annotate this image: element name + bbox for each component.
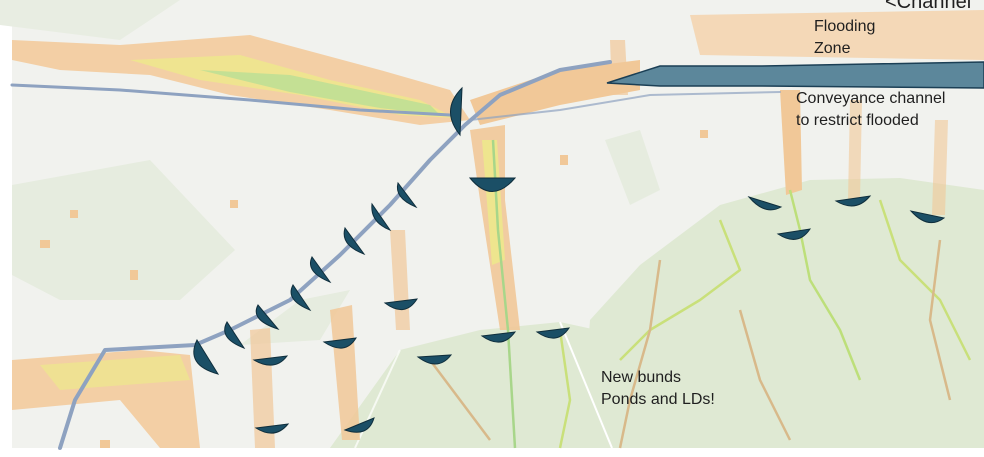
- flood-speck: [230, 200, 238, 208]
- conveyance-channel-label: Conveyance channel to restrict flooded: [796, 88, 945, 132]
- hill-lowland-left: [12, 160, 235, 300]
- frame-left: [0, 0, 12, 457]
- bund-marker-icon: [343, 226, 366, 256]
- flood-right-stream: [780, 90, 802, 195]
- bund-marker-icon: [468, 177, 517, 192]
- main-river: [58, 60, 612, 450]
- flood-speck: [70, 210, 78, 218]
- bund-marker-icon: [834, 195, 872, 207]
- flood-right-mid: [470, 60, 640, 125]
- hill-main: [580, 178, 984, 448]
- bund-marker-icon: [255, 304, 280, 331]
- flood-right-top: [690, 10, 984, 60]
- bund-marker-icon: [909, 210, 946, 224]
- bund-marker-icon: [224, 321, 246, 350]
- conveyance-line-2: to restrict flooded: [796, 112, 919, 129]
- stream-green: [558, 329, 572, 449]
- flood-speck: [130, 270, 138, 280]
- conveyance-channel: [606, 61, 984, 89]
- frame-bottom: [0, 448, 984, 457]
- flood-lower-left-core: [40, 355, 190, 390]
- flooding-zone-label: Flooding Zone: [814, 16, 875, 60]
- stream-green: [619, 219, 742, 361]
- river-branch-upper: [10, 83, 452, 117]
- bund-marker-icon: [535, 327, 571, 339]
- flood-upper-green: [200, 70, 440, 115]
- bund-marker-icon: [383, 298, 418, 310]
- new-bunds-line-1: New bunds: [601, 369, 682, 386]
- hill-center-right: [605, 130, 660, 205]
- bund-marker-icon: [371, 202, 392, 232]
- stream-green: [878, 199, 972, 361]
- bund-marker-icon: [193, 338, 220, 375]
- flood-speck: [560, 155, 568, 165]
- bund-marker-icon: [747, 196, 783, 211]
- bund-markers: [193, 86, 946, 434]
- flooding-zone-line-1: Flooding: [814, 18, 876, 35]
- bund-marker-icon: [310, 256, 332, 284]
- cut-off-label: <Channel: [885, 0, 972, 13]
- stream-green: [788, 189, 862, 381]
- bund-marker-icon: [480, 331, 517, 343]
- stream-tan: [928, 239, 952, 401]
- new-bunds-line-2: Ponds and LDs!: [601, 391, 715, 408]
- bund-marker-icon: [343, 417, 375, 433]
- flood-trib-2: [932, 120, 948, 215]
- bund-marker-icon: [396, 181, 418, 209]
- flood-speck: [100, 440, 110, 448]
- stream-tan: [429, 359, 491, 441]
- river-layer: [10, 60, 781, 450]
- hill-top-left: [0, 0, 180, 40]
- new-bunds-label: New bunds Ponds and LDs!: [601, 367, 715, 411]
- flood-trib-3: [610, 40, 628, 95]
- flood-speck: [40, 240, 50, 248]
- flooding-zone-line-2: Zone: [814, 40, 851, 57]
- conveyance-line-1: Conveyance channel: [796, 90, 946, 107]
- bund-marker-icon: [290, 284, 312, 312]
- flood-trib-1: [848, 100, 862, 200]
- stream-tan: [618, 259, 662, 449]
- bund-marker-icon: [416, 354, 453, 365]
- river-branch-right: [469, 91, 781, 121]
- flood-speck: [700, 130, 708, 138]
- bund-marker-icon: [776, 228, 812, 240]
- stream-tan: [738, 309, 792, 441]
- bund-marker-icon: [252, 355, 289, 366]
- bund-marker-icon: [254, 423, 290, 434]
- bund-marker-icon: [322, 337, 357, 349]
- bund-marker-icon: [450, 86, 463, 137]
- road-line: [559, 321, 613, 449]
